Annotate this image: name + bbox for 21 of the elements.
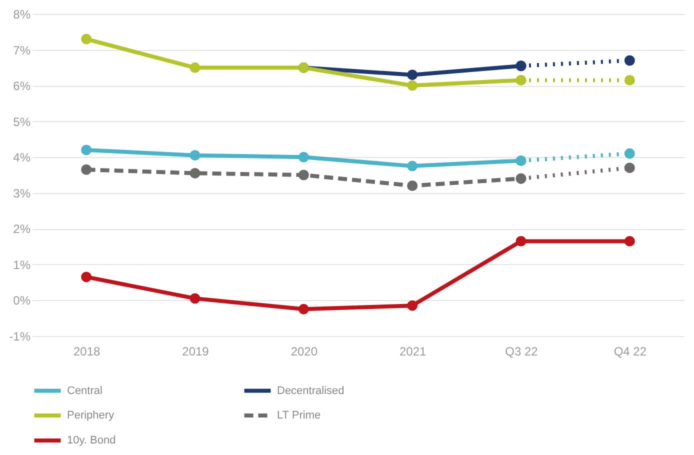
legend-label: 10y. Bond <box>67 434 116 446</box>
x-tick-label: Q4 22 <box>614 344 647 358</box>
y-tick-label: 7% <box>13 43 31 58</box>
y-tick-label: 6% <box>13 79 31 94</box>
y-tick-label: 1% <box>13 258 31 272</box>
legend-label: Periphery <box>67 410 115 422</box>
legend-label: Central <box>67 384 102 397</box>
y-tick-label: 4% <box>13 150 31 165</box>
x-tick-label: 2018 <box>73 344 101 358</box>
x-tick-label: 2021 <box>399 344 427 358</box>
y-tick-label: 3% <box>13 186 31 200</box>
legend-label: Decentralised <box>277 384 344 397</box>
x-tick-label: 2019 <box>182 344 210 358</box>
y-tick-label: 0% <box>13 294 31 308</box>
x-tick-label: 2020 <box>290 344 318 358</box>
y-tick-label: -1% <box>9 330 31 344</box>
y-tick-label: 5% <box>13 114 31 129</box>
x-tick-label: Q3 22 <box>505 344 538 358</box>
legend-label: LT Prime <box>277 410 321 422</box>
y-tick-label: 8% <box>13 8 31 22</box>
y-tick-label: 2% <box>13 222 31 236</box>
